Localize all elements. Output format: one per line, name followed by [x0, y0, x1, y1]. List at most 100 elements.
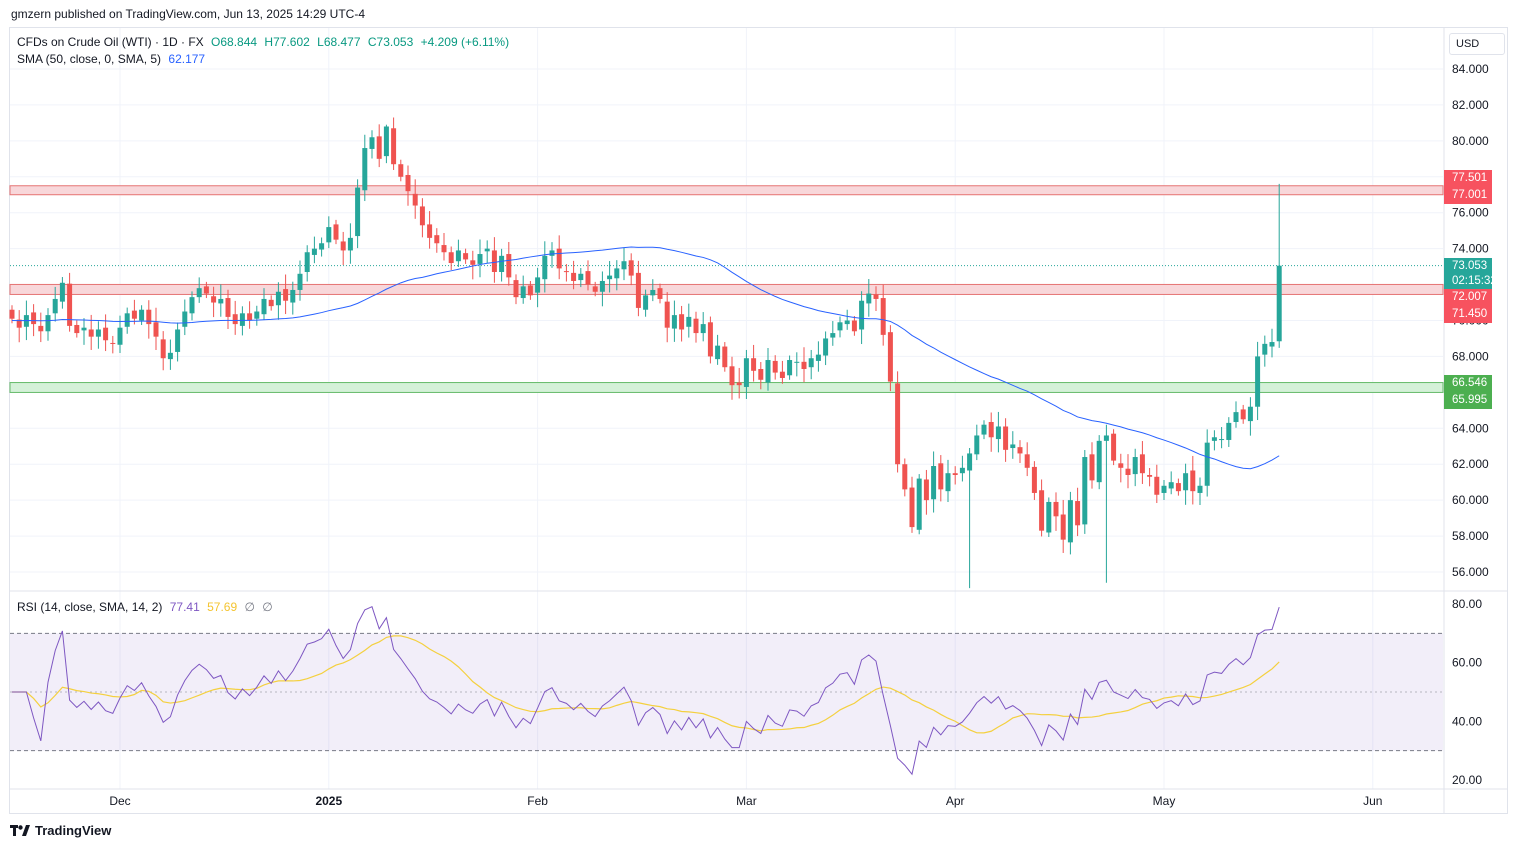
candle-body — [1017, 447, 1023, 454]
candle-body — [1240, 409, 1246, 420]
candle-body — [671, 315, 677, 329]
candle-body — [715, 345, 721, 360]
candle-body — [412, 193, 418, 206]
candle-body — [1226, 422, 1232, 440]
rsi-label[interactable]: RSI (14, close, SMA, 14, 2) — [17, 600, 163, 614]
candle-body — [830, 333, 836, 338]
candle-body — [635, 272, 641, 308]
candle-body — [45, 315, 51, 332]
candle-body — [851, 320, 857, 332]
candle-body — [866, 293, 872, 304]
candle-body — [131, 310, 137, 319]
candle-body — [513, 280, 519, 298]
candle-body — [815, 354, 821, 361]
candle-body — [1276, 265, 1282, 342]
candle-body — [261, 298, 267, 315]
candle-body — [1183, 473, 1189, 491]
low-value: L68.477 — [317, 35, 361, 49]
candles — [9, 117, 1282, 589]
price-tick-label: 84.000 — [1452, 62, 1489, 76]
candle-body — [434, 235, 440, 244]
candle-body — [952, 473, 958, 475]
price-tick-label: 58.000 — [1452, 529, 1489, 543]
candle-body — [801, 361, 807, 370]
candle-body — [247, 313, 253, 321]
brand-label: TradingView — [35, 823, 112, 838]
candle-body — [1125, 468, 1131, 475]
high-value: H77.602 — [264, 35, 310, 49]
publish-header: gmzern published on TradingView.com, Jun… — [11, 7, 365, 21]
candle-body — [297, 273, 303, 290]
candle-body — [758, 369, 764, 380]
candle-body — [1154, 476, 1160, 495]
candle-body — [563, 271, 569, 273]
candle-body — [1067, 500, 1073, 543]
candle-body — [499, 255, 505, 272]
candle-body — [787, 360, 793, 376]
candle-body — [959, 467, 965, 474]
candle-body — [988, 421, 994, 438]
candle-body — [614, 268, 620, 279]
currency-selector[interactable]: USD — [1449, 33, 1505, 55]
candle-body — [304, 252, 310, 272]
candle-body — [887, 332, 893, 382]
candle-body — [995, 426, 1001, 440]
candle-body — [175, 329, 181, 352]
candle-body — [110, 342, 116, 344]
candle-body — [823, 338, 829, 356]
candle-body — [491, 250, 497, 272]
rsi-line — [12, 606, 1280, 776]
support-zone — [9, 382, 1444, 393]
rsi-tick-label: 40.00 — [1452, 714, 1482, 728]
candle-body — [535, 277, 541, 293]
zones — [9, 185, 1444, 393]
candle-body — [873, 294, 879, 299]
candle-body — [290, 289, 296, 303]
candle-body — [448, 252, 454, 264]
candle-body — [1204, 442, 1210, 486]
candle-body — [585, 271, 591, 285]
candle-body — [146, 309, 152, 325]
candle-body — [657, 288, 663, 299]
candle-body — [1031, 466, 1037, 493]
candle-body — [650, 289, 656, 296]
candle-body — [9, 309, 15, 319]
candle-body — [765, 360, 771, 383]
candle-body — [1075, 501, 1081, 526]
candle-body — [470, 260, 476, 265]
candle-body — [1147, 474, 1153, 477]
rsi-value: 77.41 — [169, 600, 200, 614]
rsi-sma-value: 57.69 — [207, 600, 238, 614]
symbol-title[interactable]: CFDs on Crude Oil (WTI) · 1D · FX — [17, 35, 204, 49]
change-value: +4.209 (+6.11%) — [420, 35, 510, 49]
sma-layer — [11, 246, 1280, 470]
zone-low-upper-tag: 66.546 — [1444, 375, 1492, 392]
candle-body — [895, 383, 901, 465]
candle-body — [391, 128, 397, 165]
candle-body — [189, 297, 195, 314]
countdown-tag: 02:15:32 — [1444, 273, 1497, 290]
candle-body — [283, 289, 289, 301]
candle-body — [578, 273, 584, 281]
candle-body — [707, 322, 713, 357]
zone-mid-upper-tag: 72.007 — [1444, 289, 1492, 306]
price-tick-label: 56.000 — [1452, 565, 1489, 579]
candle-body — [736, 382, 742, 386]
candle-body — [1096, 440, 1102, 483]
tradingview-brand[interactable]: TradingView — [10, 823, 111, 838]
time-tick-label: Mar — [736, 794, 757, 808]
main-legend: CFDs on Crude Oil (WTI) · 1D · FX O68.84… — [17, 35, 513, 49]
price-tick-label: 64.000 — [1452, 421, 1489, 435]
time-tick-label: May — [1153, 794, 1176, 808]
candle-body — [67, 283, 73, 326]
candle-body — [326, 227, 332, 243]
candle-body — [1039, 490, 1045, 531]
tradingview-logo-icon — [10, 824, 30, 836]
candle-body — [859, 300, 865, 330]
candle-body — [16, 319, 22, 328]
candle-body — [182, 311, 188, 327]
candle-body — [751, 358, 757, 371]
sma-label[interactable]: SMA (50, close, 0, SMA, 5) — [17, 52, 162, 66]
candle-body — [1262, 343, 1268, 355]
